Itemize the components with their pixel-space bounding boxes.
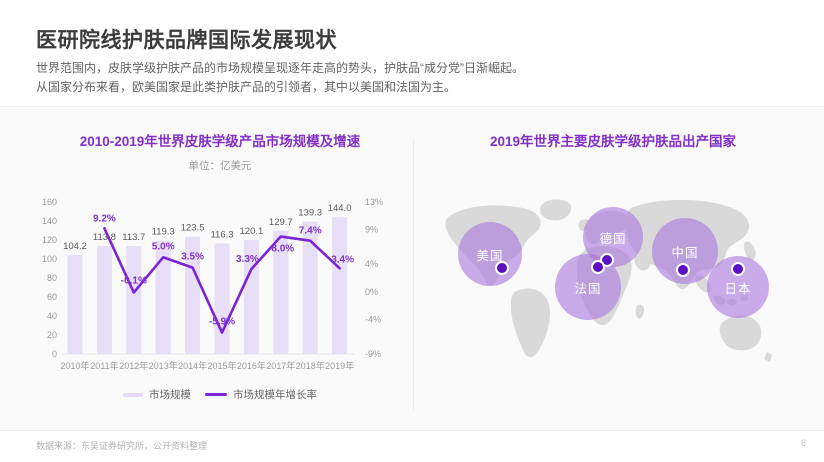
svg-text:-0.1%: -0.1% (121, 276, 147, 287)
marker-china-dot (676, 263, 690, 277)
svg-text:2012年: 2012年 (119, 360, 148, 371)
svg-text:13%: 13% (365, 197, 383, 207)
bar-2010年 (67, 255, 83, 354)
legend-item-line: 市场规模年增长率 (205, 387, 317, 402)
bar-2015年 (214, 243, 230, 354)
svg-text:2019年: 2019年 (325, 360, 354, 371)
svg-text:40: 40 (47, 311, 57, 321)
growth-line (103, 226, 341, 334)
svg-text:-9%: -9% (365, 349, 381, 359)
madagascar (635, 304, 644, 319)
svg-text:123.5: 123.5 (181, 223, 205, 234)
bar-2013年 (155, 240, 171, 354)
intro-line-1: 世界范围内，皮肤学级护肤产品的市场规模呈现逐年走高的势头，护肤品“成分党”日渐崛… (36, 61, 524, 75)
svg-text:100: 100 (42, 254, 57, 264)
bar-series-swatch (123, 392, 143, 397)
bubble-usa-label: 美国 (476, 248, 504, 263)
vertical-divider (413, 138, 414, 410)
bar-2017年 (273, 230, 289, 354)
svg-text:80: 80 (47, 273, 57, 283)
bubble-japan-label: 日本 (724, 281, 752, 296)
svg-text:3.4%: 3.4% (331, 254, 354, 265)
svg-text:116.3: 116.3 (210, 230, 233, 241)
svg-text:8.0%: 8.0% (271, 244, 294, 255)
svg-text:-5.9%: -5.9% (209, 317, 235, 328)
svg-text:0%: 0% (365, 287, 378, 297)
intro-line-2: 从国家分布来看，欧美国家是此类护肤产品的引领者，其中以美国和法国为主。 (36, 80, 457, 94)
intro-paragraph: 世界范围内，皮肤学级护肤产品的市场规模呈现逐年走高的势头，护肤品“成分党”日渐崛… (36, 59, 524, 97)
svg-text:129.7: 129.7 (269, 217, 293, 228)
svg-text:3.3%: 3.3% (236, 254, 259, 265)
south-america (510, 288, 551, 358)
svg-text:9.2%: 9.2% (93, 213, 116, 224)
legend-item-bars: 市场规模 (123, 387, 191, 402)
svg-text:2016年: 2016年 (237, 360, 266, 371)
svg-text:140: 140 (42, 216, 57, 226)
world-map-wrap: 美国 德国 法国 中国 日本 (433, 194, 793, 384)
left-chart-unit-label: 单位：亿美元 (188, 160, 252, 172)
svg-text:2017年: 2017年 (266, 360, 295, 371)
line-series-label: 市场规模年增长率 (233, 389, 317, 401)
bar-line-chart: 0 20 40 60 80 100 120 140 160 13% 9% 4% 0% -4% -9% 104.… (42, 197, 383, 371)
footer-divider (0, 430, 824, 431)
marker-usa-dot (495, 261, 509, 275)
svg-text:7.4%: 7.4% (299, 226, 322, 237)
bubble-china-label: 中国 (671, 245, 699, 260)
svg-text:2015年: 2015年 (207, 360, 236, 371)
svg-text:120: 120 (42, 235, 57, 245)
svg-text:104.2: 104.2 (63, 241, 87, 252)
svg-text:160: 160 (42, 197, 57, 207)
marker-japan-dot (731, 262, 745, 276)
panel-producing-countries-map: 2019年世界主要皮肤学级护肤品出产国家 (426, 130, 800, 384)
right-chart-title: 2019年世界主要皮肤学级护肤品出产国家 (489, 134, 737, 149)
svg-text:113.7: 113.7 (122, 232, 145, 243)
svg-text:2018年: 2018年 (296, 360, 325, 371)
svg-text:139.3: 139.3 (298, 208, 322, 219)
svg-text:144.0: 144.0 (328, 203, 352, 214)
bubble-usa: 美国 (458, 222, 522, 286)
svg-text:60: 60 (47, 292, 57, 302)
svg-text:3.5%: 3.5% (181, 252, 204, 263)
svg-text:2010年: 2010年 (60, 360, 89, 371)
svg-text:119.3: 119.3 (152, 227, 175, 238)
svg-text:2014年: 2014年 (178, 360, 207, 371)
australia (719, 315, 762, 351)
bubble-france-label: 法国 (574, 281, 602, 296)
marker-france-dot (591, 260, 605, 274)
svg-text:113.8: 113.8 (93, 232, 116, 243)
svg-text:0: 0 (52, 349, 57, 359)
svg-text:4%: 4% (365, 259, 378, 269)
svg-text:120.1: 120.1 (240, 226, 264, 237)
panel-market-scale-chart: 2010-2019年世界皮肤学级产品市场规模及增速 单位：亿美元 0 20 40 60… (32, 130, 408, 402)
page-number: 8 (800, 438, 806, 448)
line-series-swatch (205, 393, 227, 396)
bar-series-label: 市场规模 (149, 389, 191, 401)
svg-text:-4%: -4% (365, 314, 381, 324)
svg-text:9%: 9% (365, 225, 378, 235)
bar-2018年 (302, 221, 318, 354)
chart-legend: 市场规模 市场规模年增长率 (32, 387, 408, 402)
bar-2011年 (96, 245, 112, 354)
bar-2019年 (332, 217, 348, 354)
bar-2012年 (126, 245, 142, 354)
data-source-note: 数据来源：东吴证券研究所，公开资料整理 (36, 441, 208, 451)
bubble-germany-label: 德国 (599, 231, 627, 246)
left-chart-title: 2010-2019年世界皮肤学级产品市场规模及增速 (79, 134, 361, 149)
page-title: 医研院线护肤品牌国际发展现状 (36, 29, 337, 52)
svg-text:5.0%: 5.0% (152, 241, 175, 252)
svg-text:20: 20 (47, 330, 57, 340)
svg-text:2013年: 2013年 (149, 360, 178, 371)
new-zealand (764, 352, 772, 362)
bar-2016年 (243, 239, 259, 354)
svg-text:2011年: 2011年 (90, 360, 118, 371)
greenland (540, 199, 572, 221)
japan-islands (743, 241, 756, 261)
